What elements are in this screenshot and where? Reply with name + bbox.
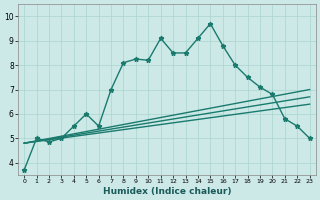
X-axis label: Humidex (Indice chaleur): Humidex (Indice chaleur) bbox=[103, 187, 231, 196]
